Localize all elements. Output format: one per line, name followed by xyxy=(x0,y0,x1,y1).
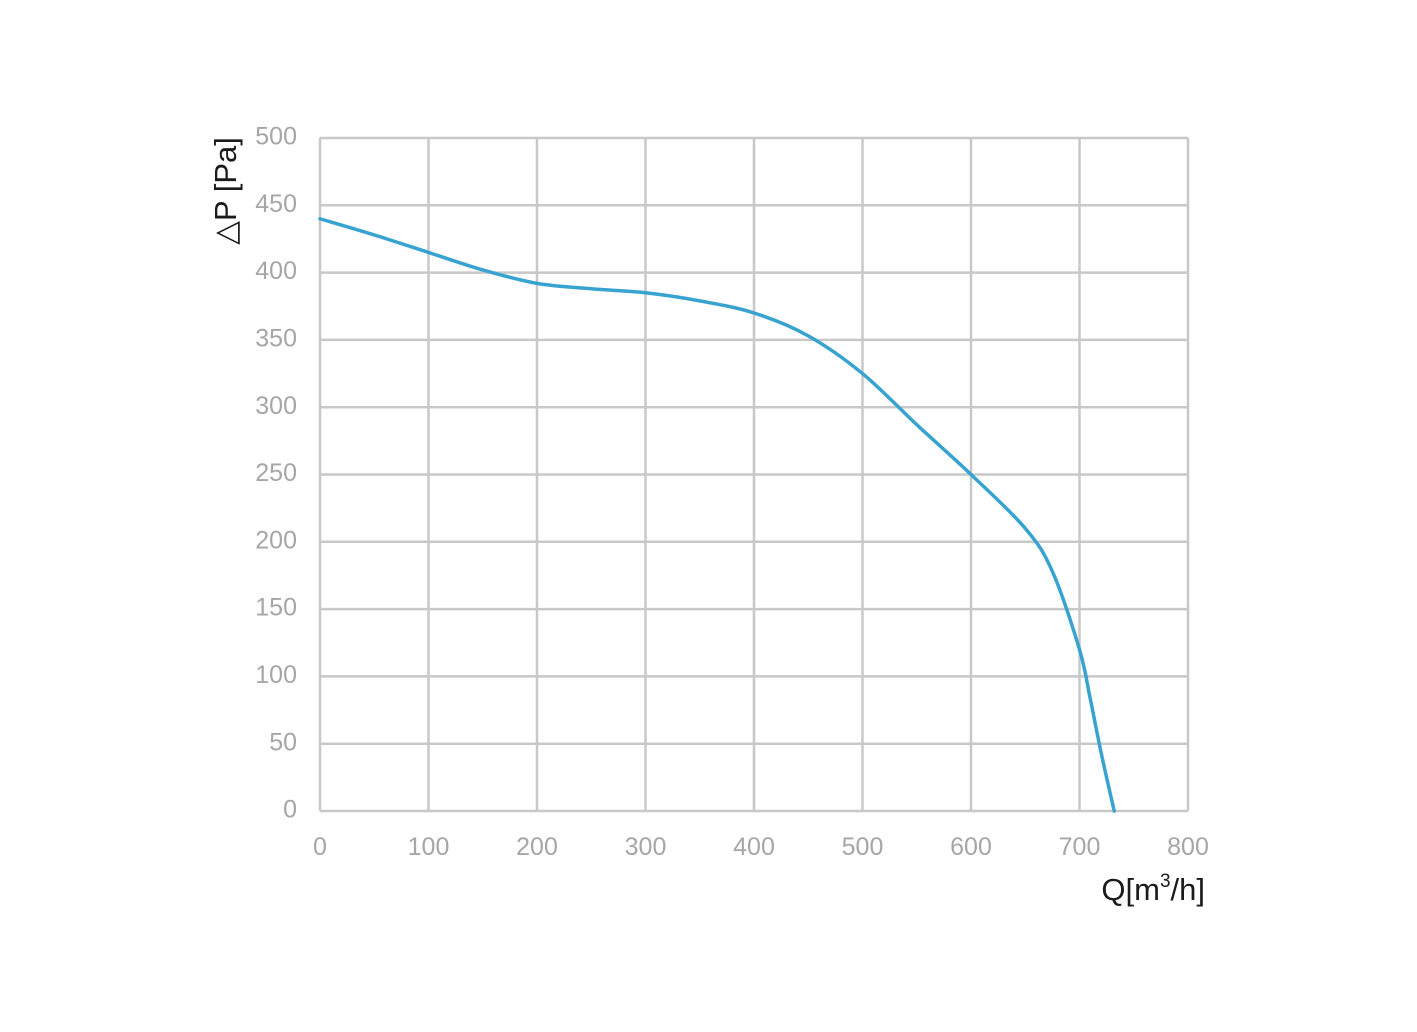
y-tick-label: 250 xyxy=(255,459,297,487)
x-tick-label: 0 xyxy=(313,833,327,861)
y-tick-labels: 0 50 100 150 200 250 300 350 400 450 500 xyxy=(255,123,297,824)
y-axis-title: △P [Pa] xyxy=(208,137,243,245)
grid xyxy=(318,136,1190,813)
x-tick-label: 600 xyxy=(950,833,992,861)
y-tick-label: 200 xyxy=(255,526,297,554)
x-axis-title-main: Q[m xyxy=(1101,872,1160,907)
series-group xyxy=(318,217,1116,813)
y-tick-label: 50 xyxy=(269,728,297,756)
x-axis-title-tail: /h] xyxy=(1171,872,1205,907)
y-tick-label: 100 xyxy=(255,661,297,689)
x-tick-label: 700 xyxy=(1059,833,1101,861)
x-tick-label: 500 xyxy=(842,833,884,861)
y-tick-label: 0 xyxy=(283,796,297,824)
x-tick-labels: 0 100 200 300 400 500 600 700 800 xyxy=(313,833,1209,861)
x-tick-label: 300 xyxy=(625,833,667,861)
x-tick-label: 800 xyxy=(1167,833,1209,861)
y-tick-label: 150 xyxy=(255,594,297,622)
y-tick-label: 300 xyxy=(255,392,297,420)
x-axis-title-superscript: 3 xyxy=(1160,871,1171,892)
y-tick-label: 400 xyxy=(255,257,297,285)
y-tick-label: 450 xyxy=(255,190,297,218)
x-tick-label: 400 xyxy=(733,833,775,861)
y-tick-label: 500 xyxy=(255,123,297,151)
series-line-0 xyxy=(318,217,1116,813)
x-tick-label: 200 xyxy=(516,833,558,861)
x-tick-label: 100 xyxy=(408,833,450,861)
y-tick-label: 350 xyxy=(255,325,297,353)
x-axis-title: Q[m3/h] xyxy=(1101,871,1205,907)
